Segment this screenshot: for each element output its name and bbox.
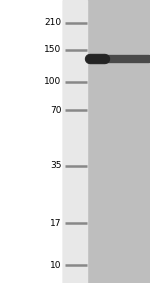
Text: 10: 10 bbox=[50, 261, 62, 270]
Bar bbox=[63, 0, 150, 283]
Text: 100: 100 bbox=[44, 78, 62, 86]
Text: 35: 35 bbox=[50, 161, 62, 170]
Bar bbox=[63, 0, 87, 283]
Text: 70: 70 bbox=[50, 106, 62, 115]
Text: 210: 210 bbox=[44, 18, 62, 27]
Text: 17: 17 bbox=[50, 218, 62, 228]
Text: 150: 150 bbox=[44, 45, 62, 54]
